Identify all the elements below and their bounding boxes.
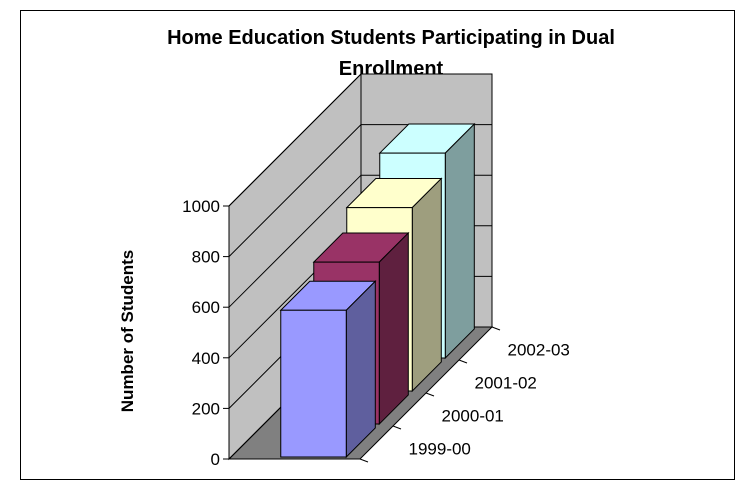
y-tick-label: 600 bbox=[192, 298, 220, 317]
chart-frame: Home Education Students Participating in… bbox=[20, 10, 735, 480]
x-tick-mark bbox=[458, 359, 468, 364]
x-tick-label-1999-00: 1999-00 bbox=[409, 440, 471, 459]
bars bbox=[279, 122, 476, 459]
bar-front bbox=[280, 309, 347, 458]
x-axis-ticks: 1999-00 2000-01 2001-02 2002-03 bbox=[359, 326, 570, 463]
bar-side bbox=[411, 177, 442, 393]
y-axis-label: Number of Students bbox=[118, 250, 137, 412]
y-tick-label: 200 bbox=[192, 399, 220, 418]
x-tick-mark bbox=[491, 326, 501, 331]
y-axis-ticks: 0 200 400 600 800 1000 bbox=[182, 197, 229, 469]
y-tick-label: 1000 bbox=[182, 197, 220, 216]
chart-title-line-1: Home Education Students Participating in… bbox=[167, 27, 615, 49]
x-tick-label-2001-02: 2001-02 bbox=[475, 374, 537, 393]
x-tick-label-2000-01: 2000-01 bbox=[442, 407, 504, 426]
y-tick-label: 800 bbox=[192, 248, 220, 267]
y-tick-label: 0 bbox=[211, 450, 220, 469]
chart-title: Home Education Students Participating in… bbox=[167, 27, 615, 80]
chart: Home Education Students Participating in… bbox=[118, 27, 615, 469]
bar-side bbox=[345, 280, 376, 459]
bar-1999-00 bbox=[279, 280, 377, 459]
x-tick-mark bbox=[425, 392, 435, 397]
x-tick-mark bbox=[392, 425, 402, 430]
bar-side bbox=[378, 231, 409, 426]
x-tick-mark bbox=[359, 458, 369, 463]
bar-side bbox=[444, 122, 475, 360]
y-tick-label: 400 bbox=[192, 349, 220, 368]
gridline bbox=[228, 73, 492, 207]
x-tick-label-2002-03: 2002-03 bbox=[508, 341, 570, 360]
